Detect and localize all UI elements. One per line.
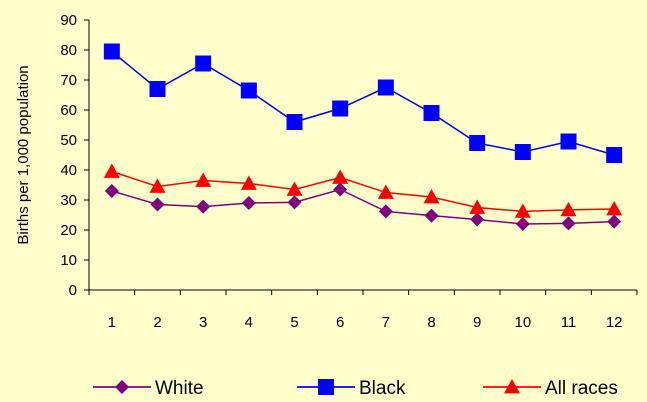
x-tick-label: 6 bbox=[336, 314, 344, 331]
data-point-white bbox=[287, 195, 302, 210]
data-point-black bbox=[240, 82, 257, 99]
x-tick-label: 8 bbox=[427, 314, 435, 331]
data-point-all-races bbox=[332, 169, 349, 184]
x-tick-label: 4 bbox=[245, 314, 253, 331]
x-tick-label: 2 bbox=[153, 314, 161, 331]
data-point-all-races bbox=[195, 172, 212, 187]
x-tick-label: 5 bbox=[290, 314, 298, 331]
data-point-all-races bbox=[606, 201, 623, 216]
legend-marker-white bbox=[115, 380, 129, 394]
series-line-all-races bbox=[111, 170, 615, 213]
data-point-all-races bbox=[514, 203, 531, 218]
data-point-black bbox=[332, 100, 349, 117]
y-tick-label: 80 bbox=[60, 42, 77, 59]
data-point-all-races bbox=[240, 175, 257, 190]
x-tick-label: 1 bbox=[108, 314, 116, 331]
data-point-black bbox=[149, 81, 166, 97]
data-point-black bbox=[606, 147, 623, 163]
data-point-all-races bbox=[423, 189, 440, 204]
legend-marker-all-races bbox=[504, 379, 520, 394]
data-point-white bbox=[378, 204, 393, 219]
y-tick-label: 10 bbox=[60, 252, 77, 269]
data-point-white bbox=[241, 196, 256, 210]
series-line-black bbox=[111, 50, 615, 156]
x-tick-label: 9 bbox=[473, 314, 481, 331]
data-point-white bbox=[424, 208, 439, 223]
y-tick-label: 30 bbox=[60, 192, 77, 209]
data-point-black bbox=[195, 55, 212, 72]
data-point-white bbox=[561, 216, 576, 231]
data-point-black bbox=[377, 79, 394, 96]
y-tick-label: 50 bbox=[60, 132, 77, 149]
legend-label-white: White bbox=[155, 378, 204, 399]
y-axis-label: Births per 1,000 population bbox=[15, 65, 32, 244]
data-point-white bbox=[104, 184, 119, 198]
data-point-white bbox=[333, 182, 348, 197]
data-point-white bbox=[607, 214, 622, 229]
y-tick-label: 70 bbox=[60, 72, 77, 89]
series-line-white bbox=[111, 188, 615, 225]
data-point-black bbox=[560, 133, 577, 150]
y-tick-label: 60 bbox=[60, 102, 77, 119]
data-point-black bbox=[286, 114, 303, 130]
data-point-all-races bbox=[149, 178, 166, 193]
legend: White Black All races bbox=[93, 378, 618, 399]
legend-label-black: Black bbox=[359, 378, 406, 399]
y-tick-label: 40 bbox=[60, 162, 77, 179]
data-point-all-races bbox=[469, 199, 486, 214]
data-point-white bbox=[150, 197, 165, 212]
data-point-black bbox=[469, 135, 486, 151]
legend-marker-black bbox=[318, 379, 334, 395]
x-tick-label: 3 bbox=[199, 314, 207, 331]
data-point-white bbox=[515, 217, 530, 231]
data-point-black bbox=[514, 144, 531, 160]
data-point-black bbox=[423, 105, 440, 121]
data-point-all-races bbox=[286, 181, 303, 196]
y-tick-label: 0 bbox=[69, 282, 77, 299]
data-point-all-races bbox=[377, 184, 394, 199]
data-point-white bbox=[470, 212, 485, 227]
x-tick-label: 7 bbox=[382, 314, 390, 331]
data-point-all-races bbox=[560, 201, 577, 217]
x-tick-label: 11 bbox=[561, 314, 577, 331]
y-tick-label: 90 bbox=[60, 12, 77, 29]
data-point-black bbox=[103, 43, 120, 60]
legend-label-all-races: All races bbox=[545, 378, 618, 399]
data-point-all-races bbox=[103, 163, 120, 178]
y-tick-label: 20 bbox=[60, 222, 77, 239]
x-tick-label: 10 bbox=[514, 314, 531, 331]
data-point-white bbox=[196, 199, 211, 214]
x-tick-label: 12 bbox=[606, 314, 623, 331]
